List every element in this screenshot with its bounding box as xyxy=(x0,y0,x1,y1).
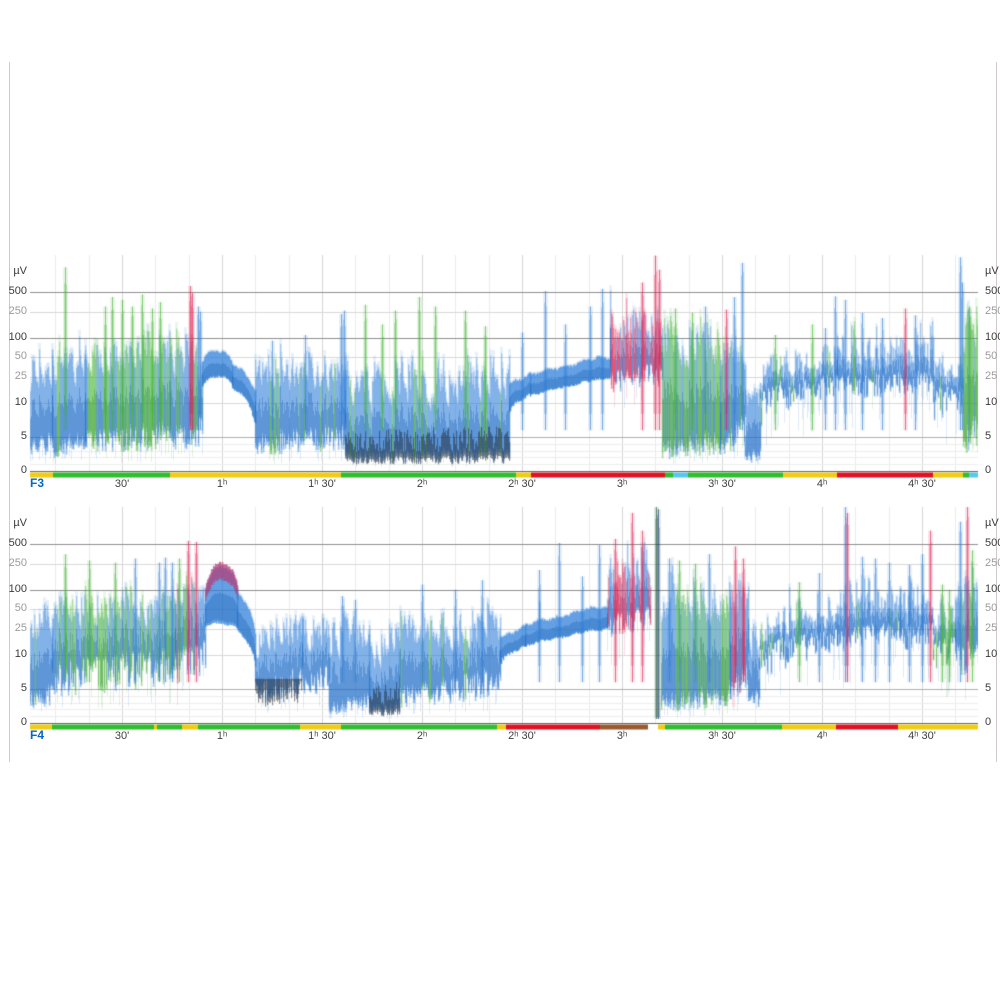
y-axis-tick: 10 xyxy=(14,648,27,660)
y-axis-tick: 0 xyxy=(985,464,992,476)
y-axis-tick: 10 xyxy=(985,396,998,408)
y-axis-tick: 500 xyxy=(8,537,27,550)
y-axis-tick: 50 xyxy=(985,350,998,363)
y-axis-tick: 100 xyxy=(985,582,1000,595)
time-axis-tick: 30' xyxy=(114,478,130,490)
time-axis-tick: 3ʰ xyxy=(616,730,628,742)
y-axis-tick: 10 xyxy=(14,396,27,408)
y-axis-tick: 500 xyxy=(985,285,1000,298)
time-axis-tick: 3ʰ xyxy=(616,478,628,490)
time-axis-tick: 1ʰ xyxy=(216,730,228,742)
axis-unit-label: µV xyxy=(985,517,999,529)
y-axis-tick: 50 xyxy=(985,602,998,615)
y-axis-tick: 25 xyxy=(14,370,27,382)
y-axis-tick: 250 xyxy=(985,304,1000,317)
y-axis-tick: 25 xyxy=(14,622,27,634)
axis-unit-label: µV xyxy=(13,517,27,529)
time-axis-tick: 4ʰ xyxy=(816,478,828,490)
y-axis-tick: 50 xyxy=(14,350,27,363)
axis-unit-label: µV xyxy=(13,265,27,277)
y-axis-tick: 5 xyxy=(20,682,27,694)
y-axis-tick: 250 xyxy=(8,556,27,569)
time-axis-tick: 4ʰ 30' xyxy=(908,478,936,490)
y-axis-tick: 250 xyxy=(985,556,1000,569)
y-axis-tick: 10 xyxy=(985,648,998,660)
time-axis-tick: 3ʰ 30' xyxy=(708,730,736,742)
time-axis-tick: 1ʰ 30' xyxy=(308,730,336,742)
y-axis-tick: 5 xyxy=(985,430,992,442)
panel-border-left xyxy=(9,62,10,762)
y-axis-tick: 0 xyxy=(20,716,27,728)
y-axis-tick: 100 xyxy=(8,582,27,595)
time-axis-tick: 1ʰ xyxy=(216,478,228,490)
y-axis-tick: 50 xyxy=(14,602,27,615)
y-axis-tick: 0 xyxy=(985,716,992,728)
y-axis-tick: 0 xyxy=(20,464,27,476)
y-axis-tick: 5 xyxy=(985,682,992,694)
y-axis-tick: 100 xyxy=(985,330,1000,343)
time-axis-tick: 4ʰ 30' xyxy=(908,730,936,742)
time-axis-tick: 2ʰ 30' xyxy=(508,730,536,742)
channel-label[interactable]: F3 xyxy=(30,476,45,490)
channel-label[interactable]: F4 xyxy=(30,728,45,742)
axis-unit-label: µV xyxy=(985,265,999,277)
time-axis-tick: 2ʰ 30' xyxy=(508,478,536,490)
y-axis-tick: 5 xyxy=(20,430,27,442)
time-axis-tick: 1ʰ 30' xyxy=(308,478,336,490)
y-axis-tick: 25 xyxy=(985,622,998,634)
time-axis-tick: 2ʰ xyxy=(416,478,428,490)
time-axis-tick: 30' xyxy=(114,730,130,742)
y-axis-tick: 250 xyxy=(8,304,27,317)
y-axis-tick: 100 xyxy=(8,330,27,343)
time-axis-tick: 4ʰ xyxy=(816,730,828,742)
y-axis-tick: 500 xyxy=(985,537,1000,550)
time-axis-tick: 3ʰ 30' xyxy=(708,478,736,490)
time-axis-tick: 2ʰ xyxy=(416,730,428,742)
panel-border-right xyxy=(996,62,997,762)
y-axis-tick: 500 xyxy=(8,285,27,298)
y-axis-tick: 25 xyxy=(985,370,998,382)
